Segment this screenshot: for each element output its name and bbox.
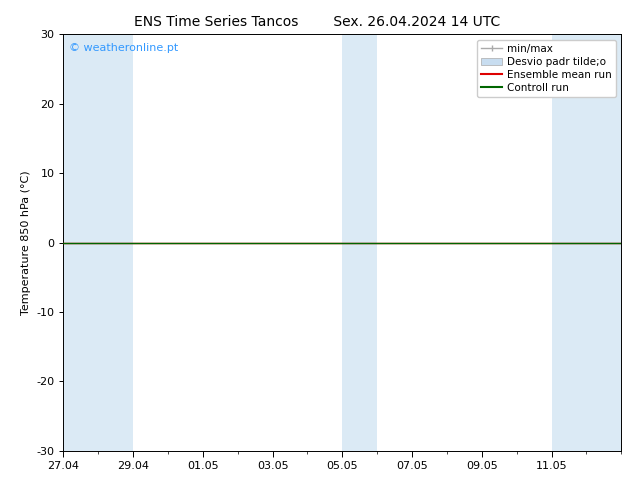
Bar xyxy=(552,34,621,451)
Text: ENS Time Series Tancos        Sex. 26.04.2024 14 UTC: ENS Time Series Tancos Sex. 26.04.2024 1… xyxy=(134,15,500,29)
Legend: min/max, Desvio padr tilde;o, Ensemble mean run, Controll run: min/max, Desvio padr tilde;o, Ensemble m… xyxy=(477,40,616,97)
Bar xyxy=(63,34,98,451)
Y-axis label: Temperature 850 hPa (°C): Temperature 850 hPa (°C) xyxy=(21,170,30,315)
Text: © weatheronline.pt: © weatheronline.pt xyxy=(69,43,178,52)
Bar xyxy=(342,34,377,451)
Bar xyxy=(98,34,133,451)
